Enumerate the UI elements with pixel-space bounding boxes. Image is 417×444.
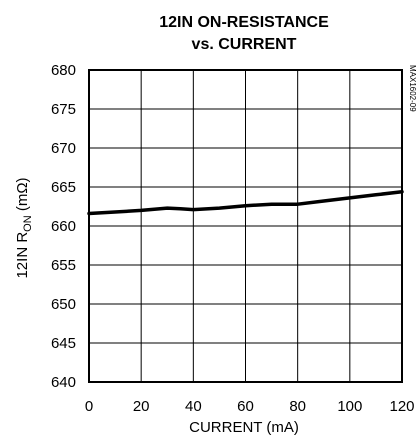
y-tick-label: 650 xyxy=(51,296,76,313)
y-tick-label: 655 xyxy=(51,257,76,274)
x-tick-label: 20 xyxy=(133,398,150,415)
chart-title-line-1: 12IN ON-RESISTANCE xyxy=(159,14,329,31)
x-tick-label: 80 xyxy=(289,398,306,415)
y-axis-label-unit: (mΩ) xyxy=(14,177,31,215)
y-tick-label: 670 xyxy=(51,140,76,157)
figure-id: MAX1602-09 xyxy=(408,65,417,112)
y-tick-label: 680 xyxy=(51,62,76,79)
x-tick-label: 100 xyxy=(337,398,362,415)
grid xyxy=(89,70,402,382)
x-tick-labels: 0 20 40 60 80 100 120 xyxy=(85,398,415,415)
chart-title-line-2: vs. CURRENT xyxy=(192,36,297,53)
y-tick-label: 675 xyxy=(51,101,76,118)
x-tick-label: 40 xyxy=(185,398,202,415)
y-axis-label: 12IN RON (mΩ) xyxy=(14,177,34,278)
y-tick-label: 660 xyxy=(51,218,76,235)
plot-frame xyxy=(88,69,403,383)
x-axis-label: CURRENT (mA) xyxy=(189,419,299,436)
y-axis-label-subscript: ON xyxy=(22,215,34,232)
x-tick-label: 0 xyxy=(85,398,93,415)
x-tick-label: 60 xyxy=(237,398,254,415)
y-tick-labels: 640 645 650 655 660 665 670 675 680 xyxy=(51,62,76,391)
y-tick-label: 665 xyxy=(51,179,76,196)
y-tick-label: 645 xyxy=(51,335,76,352)
series-layer xyxy=(87,189,404,216)
y-axis-label-main: 12IN R xyxy=(14,232,31,279)
x-tick-label: 120 xyxy=(389,398,414,415)
series-line xyxy=(87,189,404,216)
y-tick-label: 640 xyxy=(51,374,76,391)
